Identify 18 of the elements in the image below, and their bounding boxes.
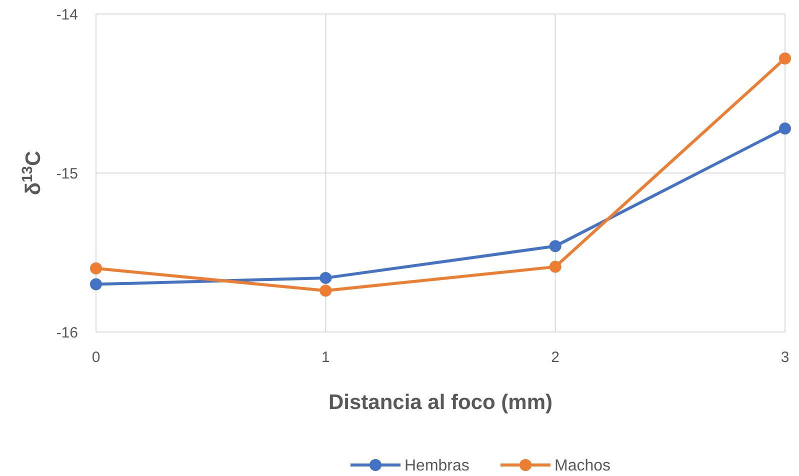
point (549, 260, 562, 273)
x-tick-label: 1 (321, 349, 330, 366)
point (90, 262, 102, 274)
point (779, 122, 791, 134)
legend-label: Hembras (404, 458, 470, 475)
point (320, 272, 332, 284)
x-axis-title: Distancia al foco (mm) (328, 391, 553, 414)
y-tick-label: -16 (56, 324, 78, 342)
y-tick-label: -14 (56, 6, 78, 24)
point (90, 278, 102, 290)
legend-label: Machos (554, 458, 611, 475)
x-tick-label: 2 (551, 349, 560, 366)
y-tick-label: -15 (56, 165, 78, 182)
x-tick-label: 0 (92, 349, 100, 366)
point (320, 284, 332, 297)
point (779, 52, 791, 65)
x-tick-label: 3 (780, 349, 790, 366)
point (549, 240, 562, 252)
